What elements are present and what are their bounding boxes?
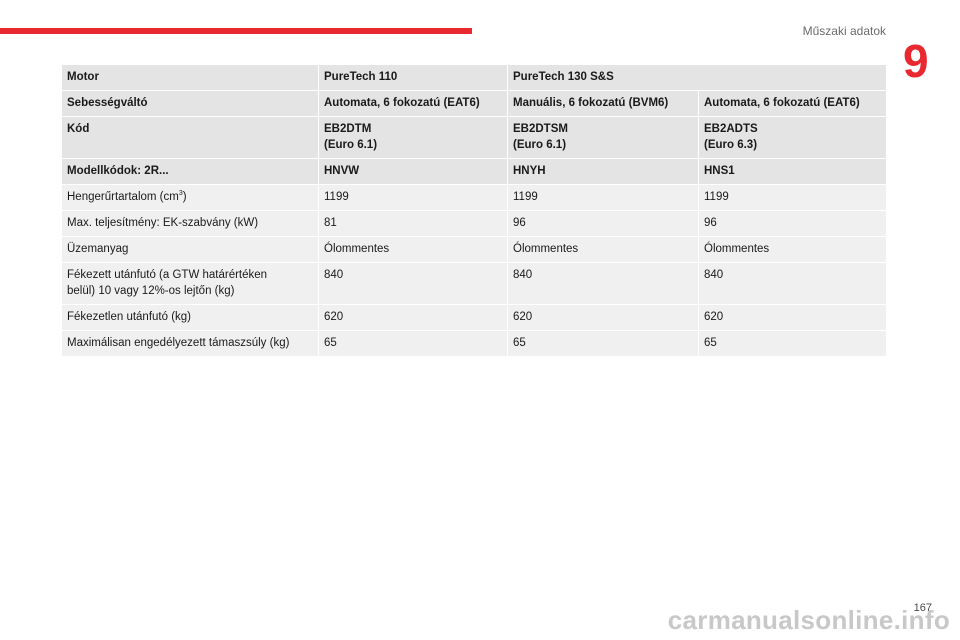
table-header-row-gearbox: Sebességváltó Automata, 6 fokozatú (EAT6… [62,90,886,117]
row-label: Fékezett utánfutó (a GTW határértéken be… [62,262,319,305]
row-label: Hengerűrtartalom (cm3) [62,184,319,211]
table-header-row-code: Kód EB2DTM (Euro 6.1) EB2DTSM (Euro 6.1)… [62,116,886,159]
row-label-suffix: ) [182,191,187,203]
table-cell: 620 [507,304,699,331]
section-title: Műszaki adatok [802,24,886,38]
table-cell: 96 [698,210,886,237]
table-cell: 1199 [318,184,508,211]
table-header-row-motor: Motor PureTech 110 PureTech 130 S&S [62,65,886,91]
header-cell: Manuális, 6 fokozatú (BVM6) [507,90,699,117]
header-cell: EB2DTSM (Euro 6.1) [507,116,699,159]
table-cell: 96 [507,210,699,237]
cell-line: EB2ADTS [704,123,758,135]
table-row: Maximálisan engedélyezett támaszsúly (kg… [62,330,886,357]
row-label: Fékezetlen utánfutó (kg) [62,304,319,331]
header-cell: Sebességváltó [62,90,319,117]
header-cell: HNS1 [698,158,886,185]
table-cell: 65 [507,330,699,357]
table-cell: 1199 [698,184,886,211]
cell-line: belül) 10 vagy 12%-os lejtőn (kg) [67,285,235,297]
chapter-number: 9 [903,35,929,87]
table-row: Fékezetlen utánfutó (kg) 620 620 620 [62,304,886,331]
header-cell: HNYH [507,158,699,185]
header-cell: EB2DTM (Euro 6.1) [318,116,508,159]
header-cell: HNVW [318,158,508,185]
header-cell: Motor [62,65,319,91]
cell-line: Fékezett utánfutó (a GTW határértéken [67,269,268,281]
table-cell: 620 [318,304,508,331]
table-cell: Ólommentes [698,236,886,263]
table-row: Üzemanyag Ólommentes Ólommentes Ólomment… [62,236,886,263]
row-label-text: Hengerűrtartalom (cm [67,191,179,203]
cell-line: EB2DTSM [513,123,568,135]
row-label: Maximálisan engedélyezett támaszsúly (kg… [62,330,319,357]
header-cell: Automata, 6 fokozatú (EAT6) [698,90,886,117]
header-cell: EB2ADTS (Euro 6.3) [698,116,886,159]
header-cell: PureTech 110 [318,65,508,91]
engine-spec-table: Motor PureTech 110 PureTech 130 S&S Sebe… [62,65,886,357]
table-header-row-model-codes: Modellkódok: 2R... HNVW HNYH HNS1 [62,158,886,185]
row-label: Max. teljesítmény: EK-szabvány (kW) [62,210,319,237]
table-row: Hengerűrtartalom (cm3) 1199 1199 1199 [62,184,886,211]
header-cell: Modellkódok: 2R... [62,158,319,185]
header-cell: Kód [62,116,319,159]
table-cell: 81 [318,210,508,237]
superscript: 3 [178,190,183,198]
table-cell: 620 [698,304,886,331]
row-label: Üzemanyag [62,236,319,263]
table-cell: 65 [318,330,508,357]
table-cell: 1199 [507,184,699,211]
cell-line: (Euro 6.1) [513,139,567,151]
table-cell: 840 [318,262,508,305]
table-cell: Ólommentes [507,236,699,263]
table-cell: 840 [698,262,886,305]
watermark-text: carmanualsonline.info [667,605,950,635]
header-cell: Automata, 6 fokozatú (EAT6) [318,90,508,117]
cell-line: (Euro 6.1) [324,139,378,151]
table-cell: 65 [698,330,886,357]
table-row: Max. teljesítmény: EK-szabvány (kW) 81 9… [62,210,886,237]
header-accent-bar [0,28,472,34]
table-cell: 840 [507,262,699,305]
page-number: 167 [913,602,932,614]
cell-line: EB2DTM [324,123,372,135]
cell-line: (Euro 6.3) [704,139,758,151]
table-row: Fékezett utánfutó (a GTW határértéken be… [62,262,886,305]
cell-line: Kód [67,123,90,135]
header-cell: PureTech 130 S&S [507,65,886,91]
table-cell: Ólommentes [318,236,508,263]
